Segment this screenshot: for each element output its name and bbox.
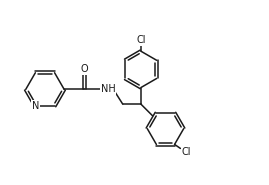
Text: O: O	[80, 64, 88, 74]
Text: N: N	[32, 101, 39, 111]
Text: NH: NH	[101, 84, 116, 94]
Text: Cl: Cl	[182, 147, 191, 157]
Text: Cl: Cl	[136, 35, 146, 45]
